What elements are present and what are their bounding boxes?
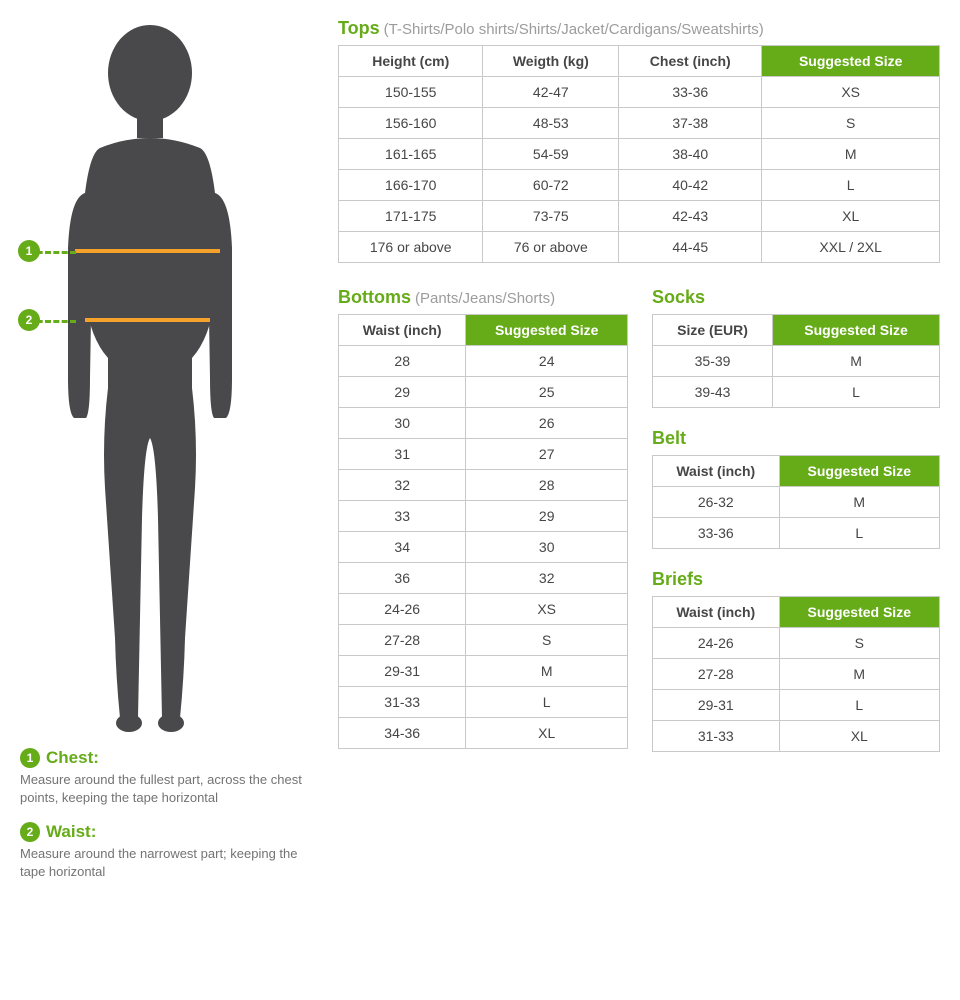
measurement-legend: 1 Chest: Measure around the fullest part… [20,748,310,880]
table-row: 26-32M [653,487,940,518]
table-row: 156-16048-5337-38S [339,108,940,139]
table-row: 3127 [339,439,628,470]
chest-line [75,249,220,253]
table-row: 176 or above76 or above44-45XXL / 2XL [339,232,940,263]
column-header: Weigth (kg) [483,46,619,77]
column-header: Waist (inch) [653,597,780,628]
table-row: 33-36L [653,518,940,549]
column-header: Suggested Size [762,46,940,77]
column-header: Waist (inch) [653,456,780,487]
legend-desc-waist: Measure around the narrowest part; keepi… [20,845,310,880]
belt-table: Waist (inch)Suggested Size26-32M33-36L [652,455,940,549]
table-row: 3026 [339,408,628,439]
socks-section: Socks Size (EUR)Suggested Size35-39M39-4… [652,287,940,408]
legend-label-chest: Chest: [46,748,99,768]
tops-section: Tops(T-Shirts/Polo shirts/Shirts/Jacket/… [338,18,940,263]
marker-badge-1: 1 [18,240,40,262]
column-header: Chest (inch) [619,46,762,77]
socks-table: Size (EUR)Suggested Size35-39M39-43L [652,314,940,408]
table-row: 171-17573-7542-43XL [339,201,940,232]
table-row: 39-43L [653,377,940,408]
marker-badge-2: 2 [18,309,40,331]
table-row: 31-33L [339,687,628,718]
table-row: 2824 [339,346,628,377]
table-row: 3228 [339,470,628,501]
table-row: 29-31M [339,656,628,687]
table-row: 2925 [339,377,628,408]
belt-section: Belt Waist (inch)Suggested Size26-32M33-… [652,428,940,549]
bottoms-section: Bottoms(Pants/Jeans/Shorts) Waist (inch)… [338,287,628,749]
briefs-title: Briefs [652,569,940,590]
legend-chest: 1 Chest: Measure around the fullest part… [20,748,310,806]
briefs-section: Briefs Waist (inch)Suggested Size24-26S2… [652,569,940,752]
column-header: Suggested Size [773,315,940,346]
belt-title: Belt [652,428,940,449]
tops-table: Height (cm)Weigth (kg)Chest (inch)Sugges… [338,45,940,263]
briefs-table: Waist (inch)Suggested Size24-26S27-28M29… [652,596,940,752]
column-header: Size (EUR) [653,315,773,346]
tops-title: Tops(T-Shirts/Polo shirts/Shirts/Jacket/… [338,18,940,39]
column-header: Suggested Size [466,315,628,346]
bottoms-title: Bottoms(Pants/Jeans/Shorts) [338,287,628,308]
legend-label-waist: Waist: [46,822,96,842]
table-row: 34-36XL [339,718,628,749]
legend-num-2: 2 [20,822,40,842]
column-header: Suggested Size [779,456,940,487]
table-row: 166-17060-7240-42L [339,170,940,201]
socks-title: Socks [652,287,940,308]
column-header: Suggested Size [779,597,940,628]
column-header: Height (cm) [339,46,483,77]
table-row: 27-28S [339,625,628,656]
table-row: 24-26XS [339,594,628,625]
table-row: 3632 [339,563,628,594]
body-silhouette: 1 2 [20,18,280,738]
table-row: 29-31L [653,690,940,721]
table-row: 35-39M [653,346,940,377]
bottoms-subtitle: (Pants/Jeans/Shorts) [415,290,555,307]
table-row: 3430 [339,532,628,563]
table-row: 27-28M [653,659,940,690]
bottoms-table: Waist (inch)Suggested Size28242925302631… [338,314,628,749]
waist-line [85,318,210,322]
legend-desc-chest: Measure around the fullest part, across … [20,771,310,806]
table-row: 3329 [339,501,628,532]
table-row: 150-15542-4733-36XS [339,77,940,108]
table-row: 161-16554-5938-40M [339,139,940,170]
legend-waist: 2 Waist: Measure around the narrowest pa… [20,822,310,880]
tops-subtitle: (T-Shirts/Polo shirts/Shirts/Jacket/Card… [384,21,764,38]
legend-num-1: 1 [20,748,40,768]
table-row: 31-33XL [653,721,940,752]
table-row: 24-26S [653,628,940,659]
column-header: Waist (inch) [339,315,466,346]
